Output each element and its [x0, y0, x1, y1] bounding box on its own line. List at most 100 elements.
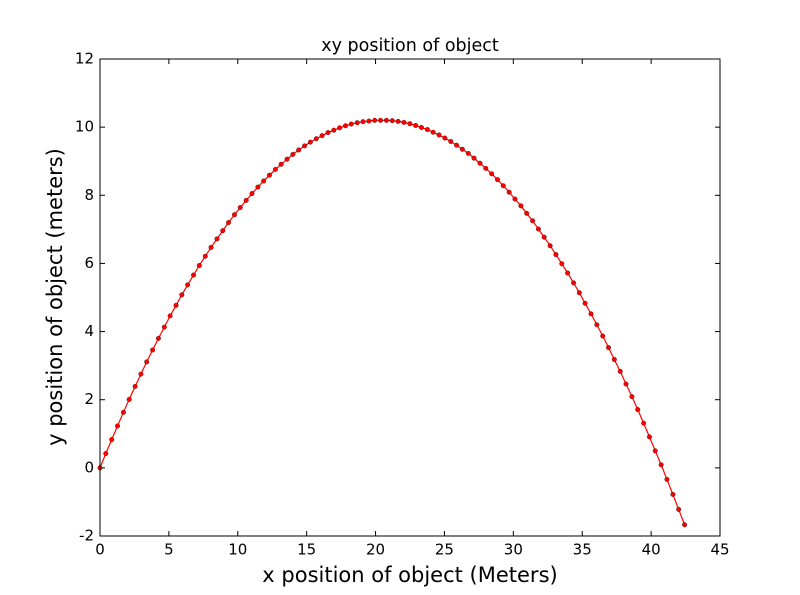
data-point: [670, 491, 676, 497]
data-point: [442, 135, 448, 141]
data-point: [465, 150, 471, 156]
data-point: [401, 119, 407, 125]
data-point: [535, 226, 541, 232]
y-axis-label: y position of object (meters): [43, 148, 67, 446]
x-tick-label: 25: [435, 541, 454, 559]
data-point: [202, 253, 208, 259]
data-point: [255, 184, 261, 190]
data-point: [524, 210, 530, 216]
x-tick-label: 35: [573, 541, 592, 559]
data-point: [600, 333, 606, 339]
x-tick-label: 15: [297, 541, 316, 559]
y-tick-label: 12: [75, 50, 94, 68]
data-point: [588, 311, 594, 317]
data-point: [214, 236, 220, 242]
data-point: [512, 196, 518, 202]
data-point: [389, 118, 395, 124]
data-point: [196, 263, 202, 268]
data-point: [652, 448, 658, 454]
data-point: [243, 197, 249, 203]
data-point: [173, 302, 179, 308]
data-point: [272, 166, 278, 172]
data-point: [541, 234, 547, 240]
y-tick-label: 6: [84, 254, 94, 272]
x-tick-label: 0: [95, 541, 105, 559]
data-point: [366, 118, 372, 124]
data-point: [459, 146, 465, 152]
x-tick-label: 10: [228, 541, 247, 559]
data-point: [185, 282, 191, 288]
chart-title: xy position of object: [321, 36, 499, 56]
data-point: [395, 118, 401, 124]
data-point: [372, 117, 378, 123]
data-point: [296, 147, 302, 153]
data-point: [109, 437, 115, 443]
data-point: [500, 183, 506, 189]
data-point: [635, 407, 641, 413]
data-point: [208, 244, 214, 250]
data-point: [495, 177, 500, 183]
data-point: [191, 272, 197, 278]
data-point: [132, 383, 138, 389]
data-point: [582, 300, 588, 306]
data-point: [547, 243, 553, 249]
data-point: [565, 270, 571, 276]
data-point: [348, 121, 354, 127]
data-point: [629, 394, 635, 400]
y-tick-label: 10: [75, 118, 94, 136]
data-point: [506, 189, 512, 195]
data-point: [237, 205, 243, 211]
data-point: [553, 252, 559, 258]
data-point: [161, 324, 167, 330]
data-point: [647, 434, 652, 440]
data-point: [261, 178, 267, 184]
data-point: [331, 127, 337, 133]
data-point: [319, 133, 325, 139]
data-point: [343, 123, 348, 129]
data-point: [518, 203, 524, 209]
data-point: [325, 130, 331, 136]
data-point: [226, 220, 231, 225]
x-tick-label: 40: [642, 541, 661, 559]
data-point: [454, 142, 460, 148]
x-tick-label: 20: [366, 541, 385, 559]
y-tick-label: 0: [84, 458, 94, 476]
data-point: [232, 212, 237, 218]
data-point: [611, 357, 617, 362]
x-axis-label: x position of object (Meters): [262, 563, 557, 587]
data-point: [413, 122, 419, 128]
data-point: [641, 420, 647, 426]
data-point: [594, 322, 600, 328]
data-point: [383, 117, 389, 123]
data-point: [313, 136, 319, 142]
data-point: [658, 462, 664, 468]
data-point: [220, 228, 226, 234]
x-tick-label: 5: [164, 541, 174, 559]
data-point: [144, 359, 150, 365]
data-point: [576, 290, 582, 296]
data-point: [103, 451, 109, 456]
data-point: [126, 396, 132, 402]
data-point: [360, 119, 366, 125]
data-point: [378, 117, 383, 123]
data-point: [120, 409, 126, 415]
data-point: [337, 125, 343, 131]
y-tick-label: 4: [84, 322, 94, 340]
data-point: [483, 165, 489, 171]
data-point: [623, 381, 629, 387]
data-point: [267, 172, 272, 178]
data-point: [477, 160, 483, 166]
data-point: [354, 120, 360, 126]
data-point: [302, 143, 308, 149]
data-point: [278, 161, 284, 167]
data-point: [167, 313, 173, 319]
data-point: [179, 292, 185, 298]
data-point: [424, 127, 430, 132]
data-point: [664, 476, 670, 482]
data-point: [559, 261, 565, 267]
data-point: [430, 129, 436, 135]
data-point: [471, 155, 477, 161]
y-tick-label: -2: [79, 527, 94, 545]
data-point: [155, 335, 161, 341]
